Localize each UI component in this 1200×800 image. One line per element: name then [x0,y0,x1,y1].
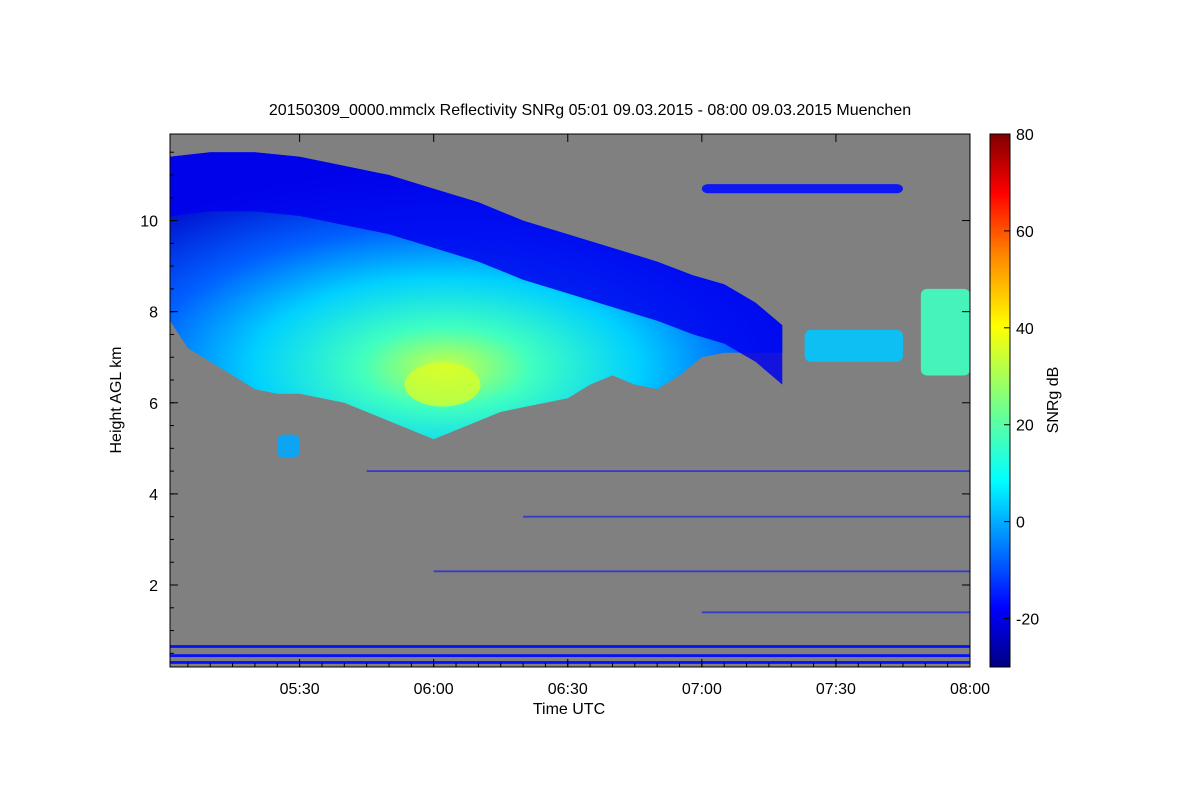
colorbar-tick-label: 40 [1016,321,1034,338]
clutter-line [170,661,970,664]
colorbar-tick-label: 20 [1016,418,1034,435]
plot-frame [169,133,971,668]
x-tick-label: 07:00 [682,681,722,698]
clutter-line [170,645,970,648]
clutter-line [701,611,970,614]
colorbar-gradient [989,133,1011,668]
x-tick-label: 07:30 [816,681,856,698]
y-axis-label: Height AGL km [108,346,125,453]
cirrus-band-07 [701,184,903,194]
y-tick-label: 2 [149,578,158,595]
cloud-fragment-0730 [804,329,903,362]
y-tick-label: 8 [149,305,158,322]
cloud-fragment-0750 [920,288,970,376]
cirrus-top-layer [170,152,783,385]
colorbar-ticks: -20 0 20 40 60 80 [1004,127,1039,629]
x-tick-label: 06:00 [414,681,454,698]
plot-area [169,133,971,668]
clutter-line [523,515,970,518]
y-tick-label: 6 [149,396,158,413]
y-tick-label: 4 [149,487,158,504]
y-axis: 2 4 6 8 10 [140,151,970,654]
chart-title: 20150309_0000.mmclx Reflectivity SNRg 05… [269,102,911,119]
radar-echo-layer [170,152,970,664]
x-tick-label: 06:30 [548,681,588,698]
colorbar-tick-label: 80 [1016,127,1034,144]
cloud-core [404,362,481,407]
colorbar-tick-label: -20 [1016,612,1039,629]
clutter-line [366,470,970,473]
colorbar: -20 0 20 40 60 80 SNRg dB [989,127,1062,668]
x-tick-label: 05:30 [280,681,320,698]
clutter-line [433,570,970,573]
x-tick-label: 08:00 [950,681,990,698]
clutter-line [170,654,970,658]
y-tick-label: 10 [140,214,158,231]
cloud-fragment-0530 [277,434,300,458]
colorbar-tick-label: 60 [1016,224,1034,241]
x-axis: 05:30 06:00 06:30 07:00 07:30 08:00 [187,134,990,698]
x-axis-label: Time UTC [533,701,605,718]
colorbar-tick-label: 0 [1016,515,1025,532]
main-cloud-body [170,152,783,440]
colorbar-label: SNRg dB [1045,367,1062,434]
